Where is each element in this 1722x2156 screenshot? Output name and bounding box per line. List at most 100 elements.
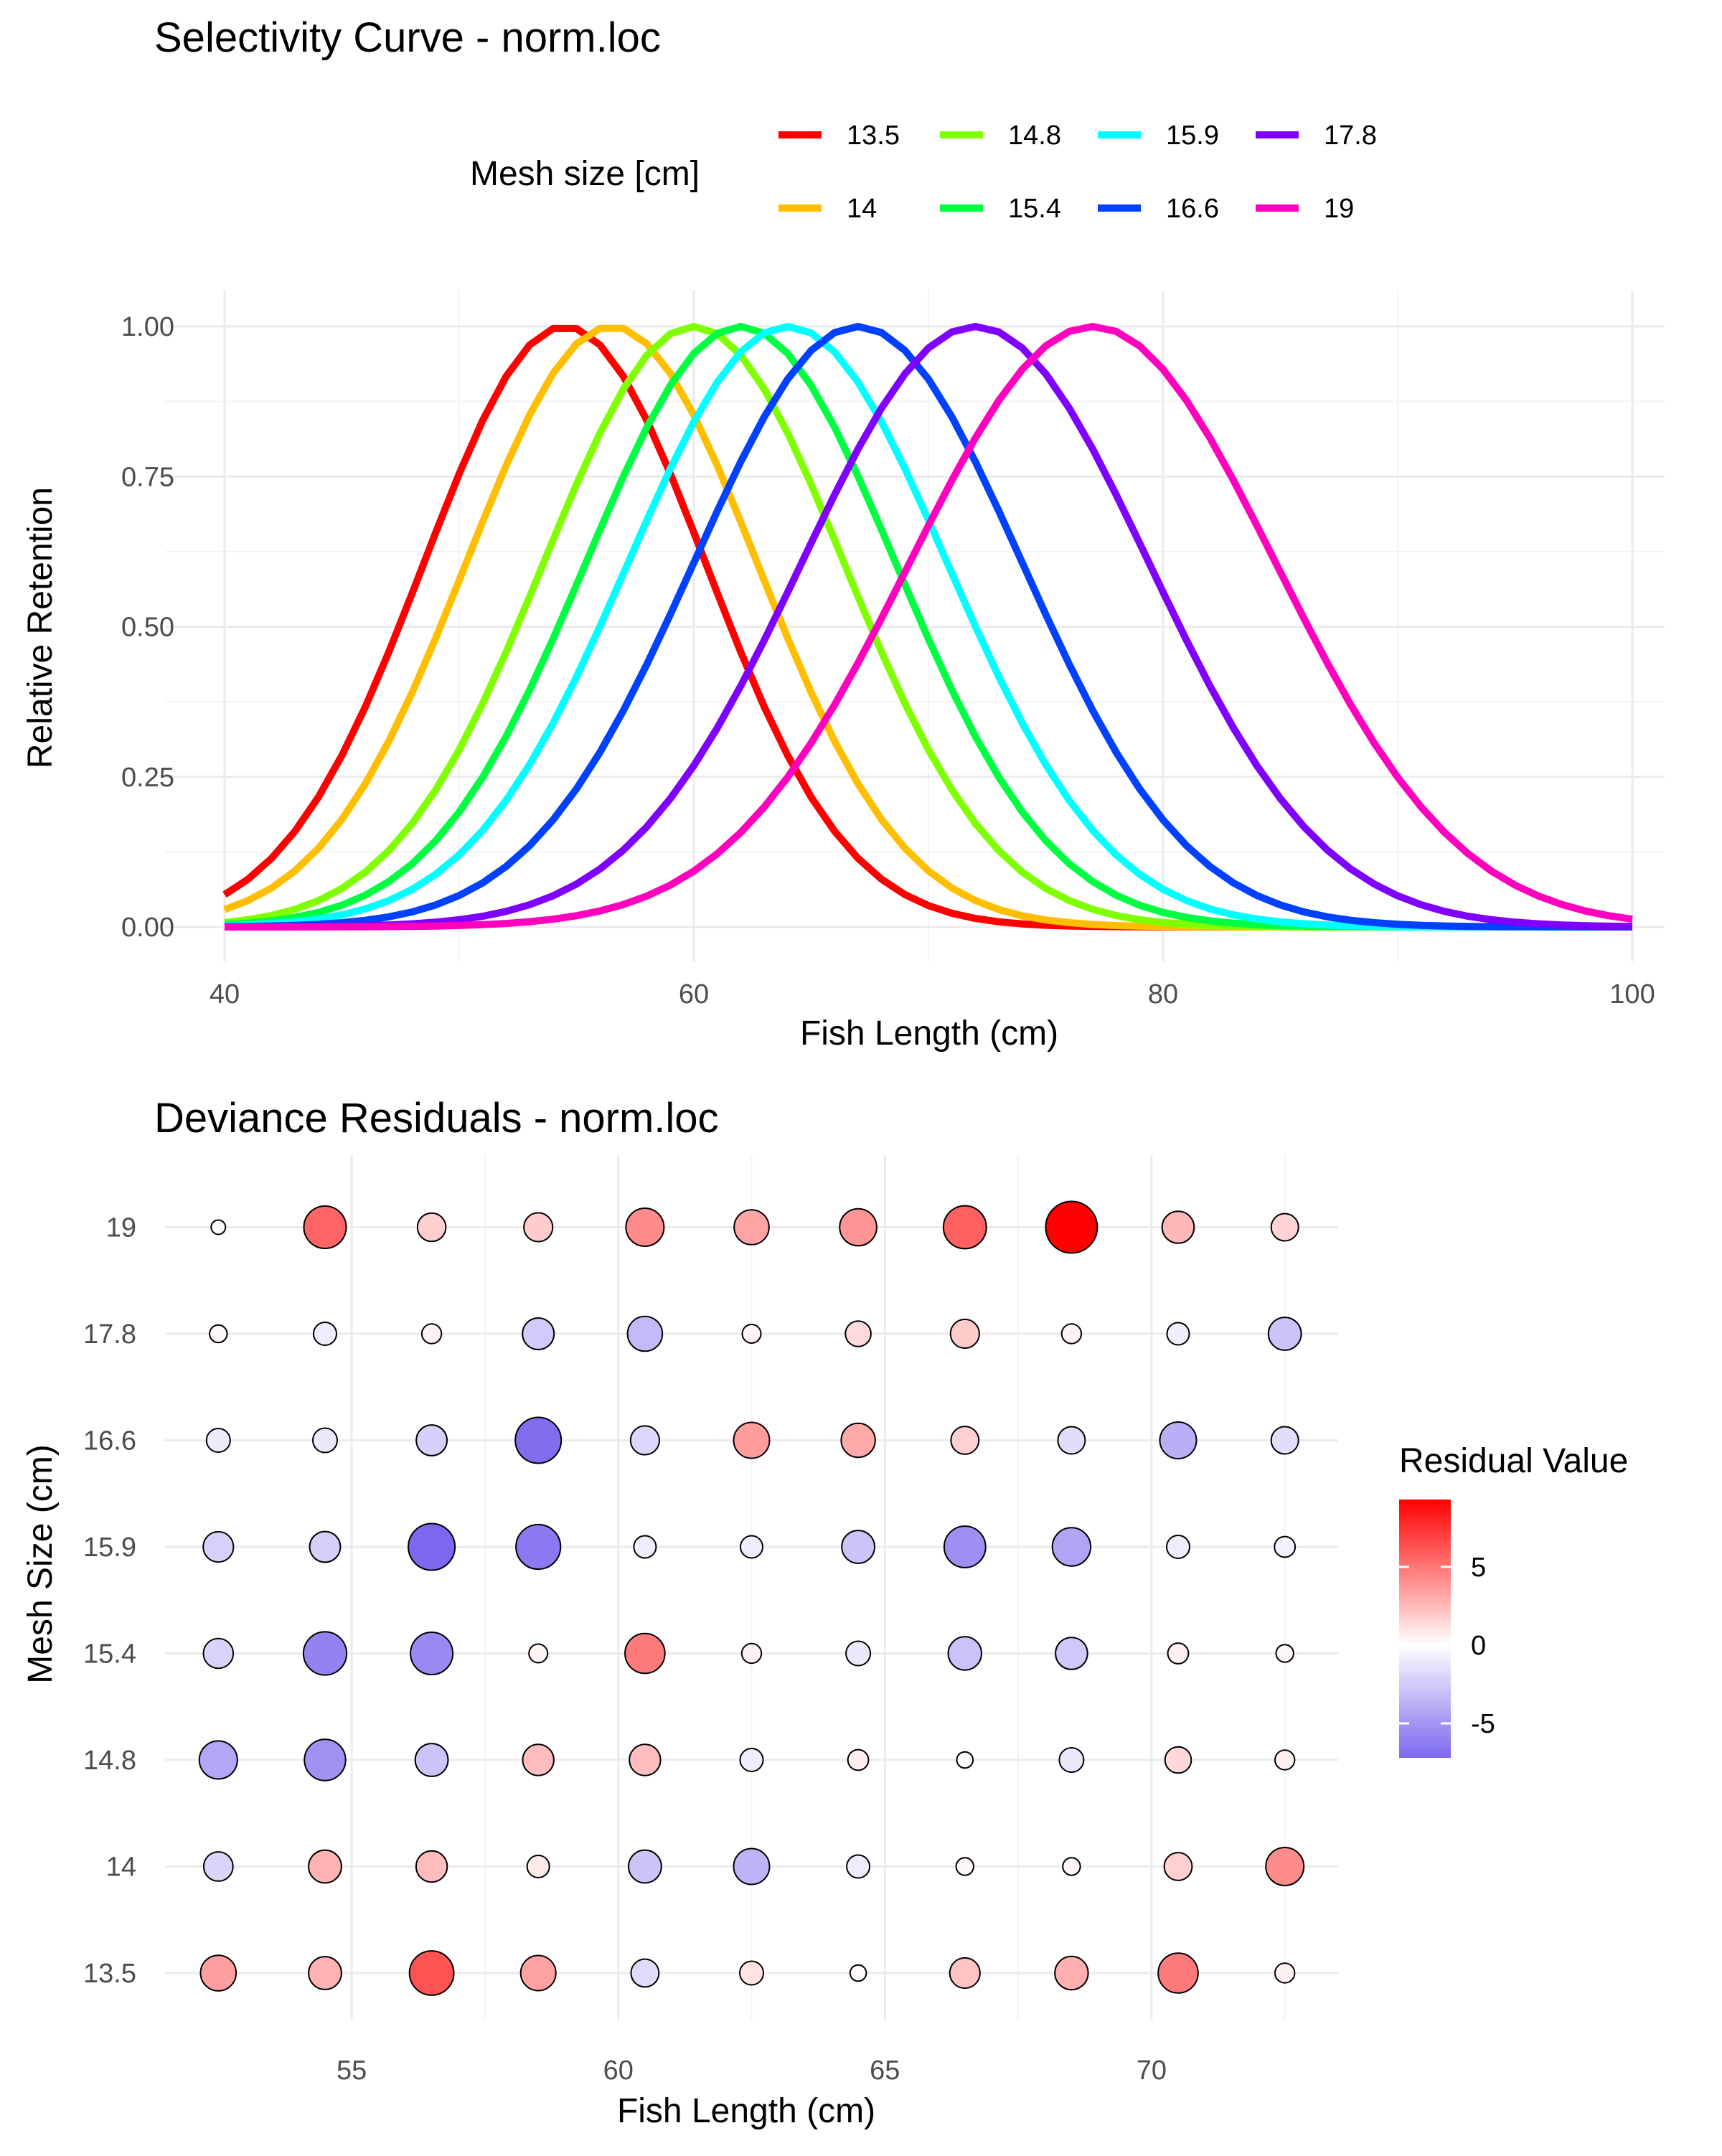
residual-point bbox=[523, 1212, 554, 1243]
residual-point bbox=[849, 1964, 867, 1982]
colorbar-tick-label: 0 bbox=[1471, 1631, 1486, 1661]
residual-point bbox=[1051, 1527, 1092, 1567]
x-tick-label: 60 bbox=[603, 2056, 634, 2086]
residual-point bbox=[522, 1743, 555, 1776]
residual-point bbox=[633, 1535, 657, 1559]
residual-point bbox=[1062, 1857, 1081, 1876]
x-tick-label: 65 bbox=[870, 2056, 900, 2086]
residual-point bbox=[420, 1323, 443, 1345]
legend-label-19: 19 bbox=[1324, 194, 1354, 224]
residuals-chart-title: Deviance Residuals - norm.loc bbox=[154, 1095, 719, 1141]
residuals-y-axis-title: Mesh Size (cm) bbox=[22, 1444, 60, 1683]
residual-bubbles bbox=[198, 1200, 1305, 1996]
residual-point bbox=[1270, 1426, 1299, 1455]
y-tick-label: 15.9 bbox=[83, 1533, 136, 1563]
residual-point bbox=[739, 1748, 764, 1772]
residual-point bbox=[408, 1522, 456, 1571]
series-line-17-8 bbox=[225, 323, 1633, 931]
residual-point bbox=[947, 1636, 983, 1671]
residual-point bbox=[955, 1857, 975, 1876]
residual-point bbox=[302, 1631, 348, 1676]
residual-point bbox=[1164, 1746, 1192, 1774]
y-tick-label: 17.8 bbox=[83, 1319, 136, 1350]
mesh-size-legend: Mesh size [cm] 13.5 14 14.8 15.4 15.9 16.6 17.… bbox=[470, 121, 1377, 224]
residual-point bbox=[1157, 1952, 1199, 1994]
residual-point bbox=[1274, 1962, 1296, 1984]
residual-point bbox=[415, 1424, 448, 1456]
residual-point bbox=[845, 1640, 872, 1667]
legend-label-17-8: 17.8 bbox=[1324, 121, 1377, 151]
selectivity-y-ticks: 0.00 0.25 0.50 0.75 1.00 bbox=[121, 312, 174, 943]
residual-point bbox=[410, 1632, 454, 1675]
y-tick-label: 0.75 bbox=[121, 462, 174, 492]
residual-point bbox=[839, 1208, 878, 1247]
residual-point bbox=[956, 1751, 974, 1769]
residual-point bbox=[629, 1425, 661, 1456]
y-tick-label: 14 bbox=[106, 1853, 136, 1883]
residual-point bbox=[949, 1957, 981, 1990]
residual-point bbox=[1058, 1747, 1085, 1773]
residual-point bbox=[1045, 1200, 1098, 1254]
residual-legend-title: Residual Value bbox=[1399, 1442, 1628, 1480]
residual-point bbox=[415, 1850, 448, 1883]
residual-point bbox=[309, 1530, 342, 1563]
residual-point bbox=[733, 1847, 771, 1886]
residual-point bbox=[740, 1642, 763, 1665]
x-tick-label: 100 bbox=[1609, 979, 1655, 1009]
selectivity-curves bbox=[222, 323, 1633, 931]
residual-point bbox=[733, 1421, 771, 1459]
residual-point bbox=[515, 1523, 562, 1571]
residual-point bbox=[740, 1535, 763, 1559]
residual-point bbox=[942, 1205, 987, 1250]
residual-point bbox=[528, 1643, 549, 1664]
residual-point bbox=[840, 1422, 876, 1459]
residual-point bbox=[628, 1849, 662, 1884]
residual-point bbox=[1267, 1317, 1302, 1351]
selectivity-y-axis-title: Relative Retention bbox=[22, 487, 60, 768]
residual-point bbox=[312, 1427, 338, 1454]
residual-point bbox=[514, 1416, 563, 1464]
residual-point bbox=[414, 1743, 449, 1777]
legend-label-13-5: 13.5 bbox=[847, 121, 900, 151]
residual-point bbox=[519, 1954, 557, 1992]
residual-point bbox=[1161, 1210, 1195, 1244]
selectivity-chart-title: Selectivity Curve - norm.loc bbox=[154, 14, 661, 61]
residual-point bbox=[1054, 1955, 1089, 1991]
residual-point bbox=[950, 1426, 980, 1455]
legend-label-14: 14 bbox=[847, 194, 877, 224]
x-tick-label: 80 bbox=[1148, 979, 1178, 1009]
legend-label-14-8: 14.8 bbox=[1008, 121, 1061, 151]
residual-point bbox=[846, 1854, 871, 1879]
residuals-y-ticks: 13.5 14 14.8 15.4 15.9 16.6 17.8 19 bbox=[83, 1213, 136, 1990]
residual-point bbox=[526, 1855, 550, 1878]
residual-point bbox=[1055, 1637, 1088, 1670]
residual-point bbox=[205, 1428, 231, 1453]
selectivity-chart: Selectivity Curve - norm.loc Mesh size [… bbox=[22, 14, 1665, 1053]
y-tick-label: 0.50 bbox=[121, 613, 174, 643]
y-tick-label: 0.25 bbox=[121, 763, 174, 793]
residual-point bbox=[630, 1958, 660, 1988]
residual-point bbox=[626, 1315, 664, 1352]
residual-point bbox=[416, 1212, 447, 1243]
residual-point bbox=[308, 1849, 342, 1884]
residual-point bbox=[1057, 1426, 1086, 1455]
residuals-x-ticks: 55 60 65 70 bbox=[337, 2056, 1167, 2086]
y-tick-label: 19 bbox=[106, 1213, 136, 1243]
residual-point bbox=[522, 1317, 555, 1350]
residual-point bbox=[625, 1208, 665, 1247]
residual-point bbox=[1159, 1421, 1198, 1459]
mesh-size-legend-title: Mesh size [cm] bbox=[470, 155, 700, 193]
y-tick-label: 0.00 bbox=[121, 913, 174, 943]
residual-point bbox=[1163, 1852, 1193, 1881]
residual-point bbox=[210, 1219, 227, 1235]
x-tick-label: 40 bbox=[210, 979, 240, 1009]
residual-point bbox=[199, 1954, 237, 1992]
residual-point bbox=[624, 1632, 666, 1675]
residuals-chart: Deviance Residuals - norm.loc 13.5 14 14.8… bbox=[22, 1095, 1628, 2130]
x-tick-label: 70 bbox=[1137, 2056, 1167, 2086]
residual-point bbox=[733, 1209, 770, 1246]
legend-label-16-6: 16.6 bbox=[1166, 194, 1219, 224]
residual-point bbox=[1265, 1847, 1305, 1886]
series-line-16-6 bbox=[224, 323, 1632, 931]
residual-point bbox=[844, 1320, 872, 1347]
